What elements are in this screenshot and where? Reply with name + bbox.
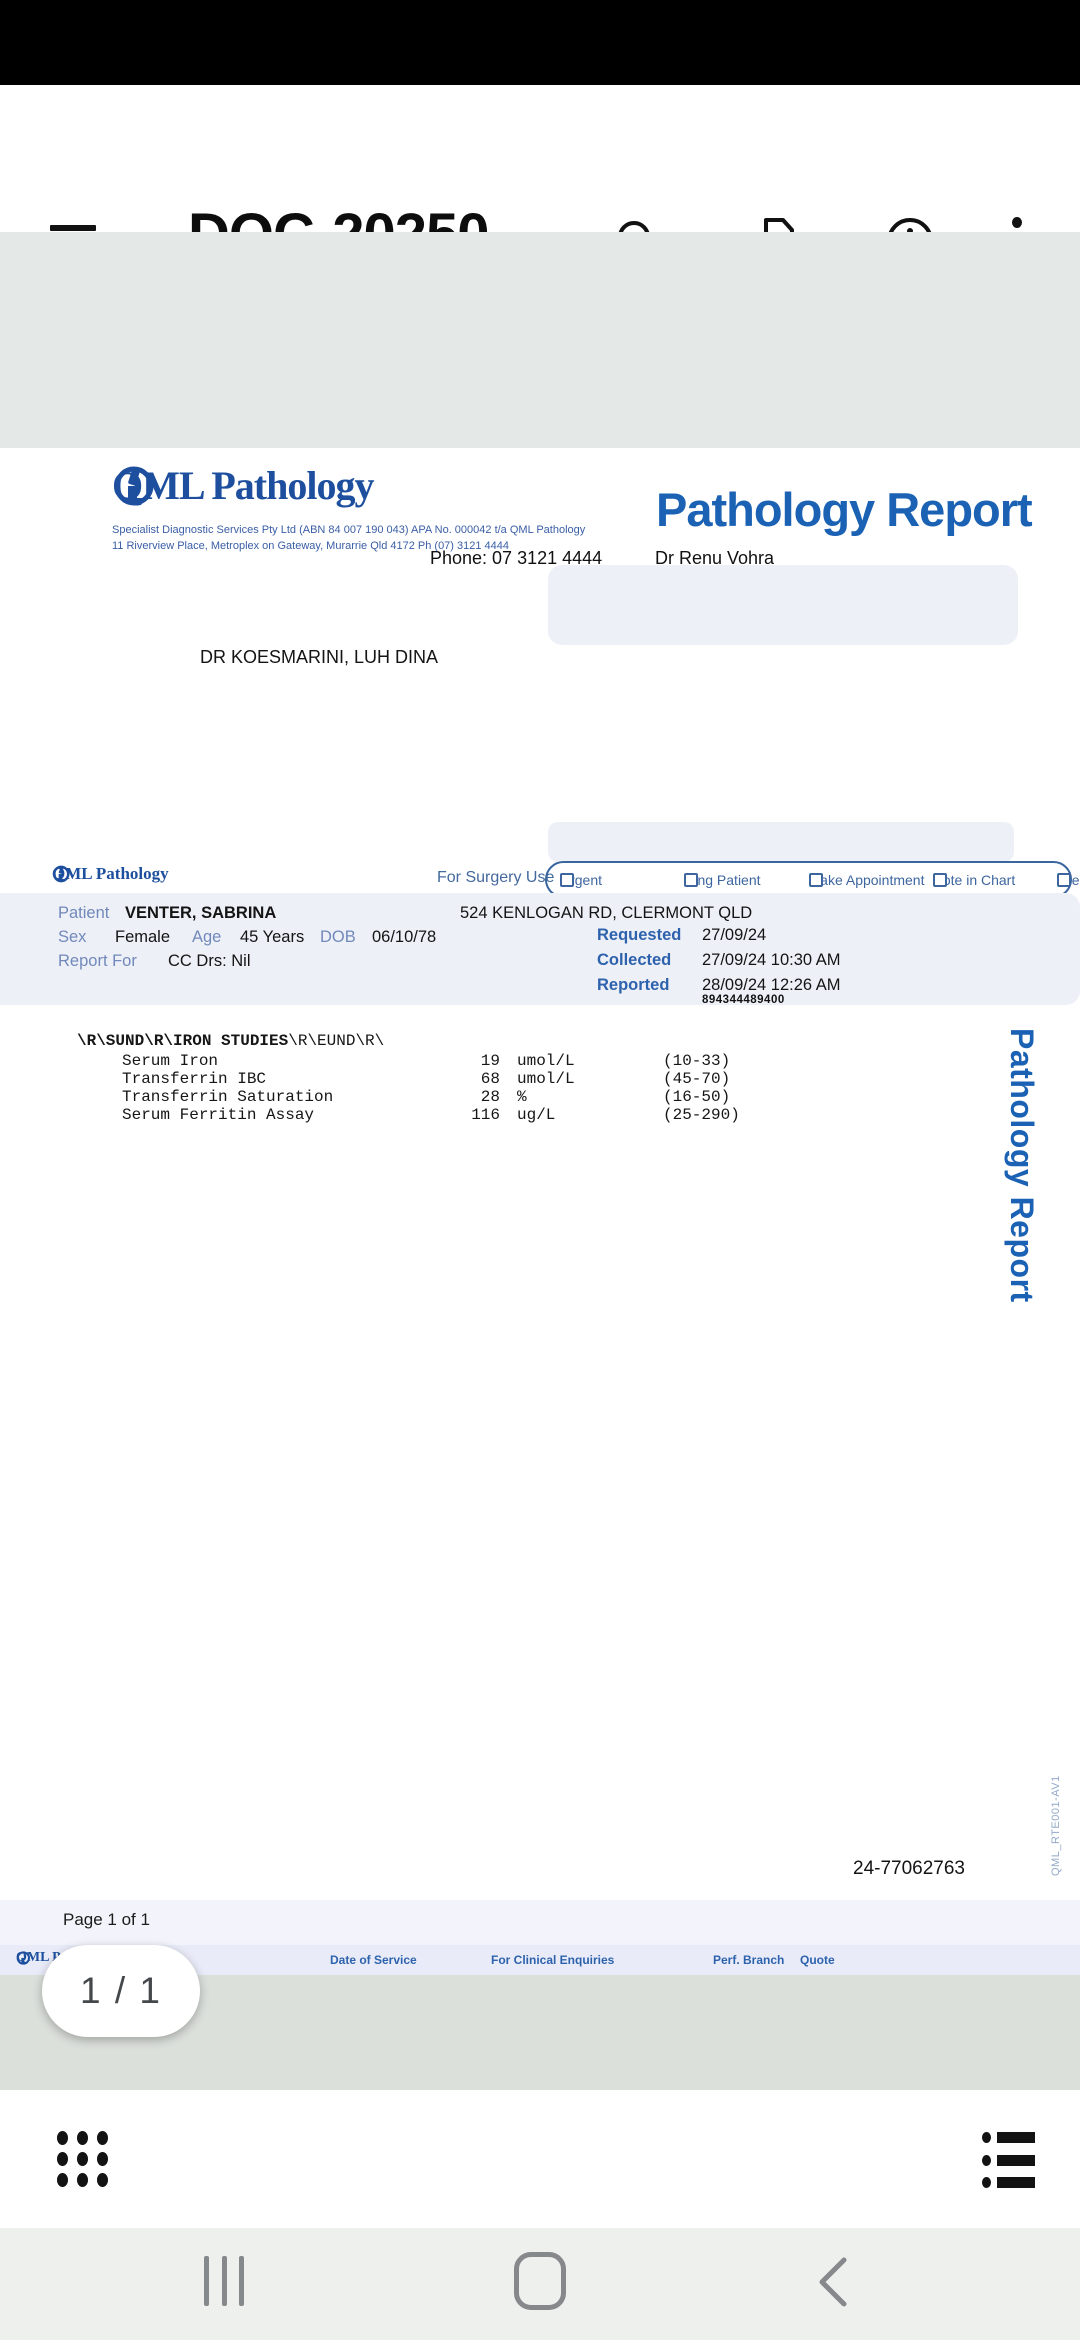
patient-address: 524 KENLOGAN RD, CLERMONT QLD xyxy=(460,904,753,922)
app-bar: DOC-20250... xyxy=(0,85,1080,267)
brand-name-small: QML Pathology xyxy=(52,864,169,883)
report-title: Pathology Report xyxy=(656,483,1033,536)
reported-label: Reported xyxy=(597,976,670,994)
checkbox-icon xyxy=(932,872,947,887)
qml-logo: QML Pathology xyxy=(112,462,374,509)
blank-field-box xyxy=(548,565,1018,645)
qml-logo-small: QML Pathology xyxy=(52,864,169,884)
list-view-icon[interactable] xyxy=(982,2132,1038,2188)
reported-value: 28/09/24 12:26 AM xyxy=(702,976,841,994)
checkbox-icon xyxy=(684,872,699,887)
bottom-toolbar xyxy=(0,2090,1080,2228)
patient-name: VENTER, SABRINA xyxy=(125,904,277,922)
microscope-icon xyxy=(16,1951,30,1965)
dob-label: DOB xyxy=(320,928,356,946)
pdf-page[interactable]: QML Pathology Specialist Diagnostic Serv… xyxy=(0,448,1080,1975)
checkbox-icon xyxy=(808,872,823,887)
surgery-use-label: For Surgery Use xyxy=(437,869,555,886)
sex-value: Female xyxy=(115,928,171,946)
lab-number: 894344489400 xyxy=(702,994,785,1006)
age-value: 45 Years xyxy=(240,928,305,946)
microscope-icon xyxy=(114,466,154,505)
age-label: Age xyxy=(192,928,222,946)
page-indicator: 1 / 1 xyxy=(42,1945,200,2037)
addressee-doctor: DR KOESMARINI, LUH DINA xyxy=(200,647,439,667)
collected-label: Collected xyxy=(597,951,672,969)
report-for-value: CC Drs: Nil xyxy=(168,952,251,970)
result-row: Transferrin Saturation 28% (16-50) xyxy=(122,1088,731,1106)
result-row: Transferrin IBC 68 umol/L (45-70) xyxy=(122,1070,731,1088)
recents-nav-icon[interactable] xyxy=(204,2256,244,2306)
patient-info-band xyxy=(0,893,1080,1005)
report-number: 24-77062763 xyxy=(853,1858,965,1879)
side-label-vertical: Pathology Report xyxy=(1004,1028,1040,1303)
report-for-label: Report For xyxy=(58,952,137,970)
back-nav-icon[interactable] xyxy=(812,2254,852,2310)
result-row: Serum Iron 19 umol/L (10-33) xyxy=(122,1052,731,1070)
brand-name: QML Pathology xyxy=(112,463,374,508)
brand-tagline-2: 11 Riverview Place, Metroplex on Gateway… xyxy=(112,540,510,552)
result-row: Serum Ferritin Assay 116 ug/L (25-290) xyxy=(122,1106,740,1124)
phone-number: Phone: 07 3121 4444 xyxy=(430,548,603,568)
status-bar xyxy=(0,0,1080,85)
microscope-icon xyxy=(52,865,70,883)
requested-label: Requested xyxy=(597,926,682,944)
brand-tagline-1: Specialist Diagnostic Services Pty Ltd (… xyxy=(112,524,586,536)
collected-value: 27/09/24 10:30 AM xyxy=(702,951,841,969)
footer-col-perf-branch: Perf. Branch xyxy=(713,1953,785,1967)
blank-field-box-2 xyxy=(548,822,1014,862)
form-code-vertical: QML_RTE001-AV1 xyxy=(1050,1775,1062,1876)
referring-doctor: Dr Renu Vohra xyxy=(655,548,775,568)
viewer-background-top[interactable] xyxy=(0,232,1080,448)
footer-col-clinical-enquiries: For Clinical Enquiries xyxy=(491,1953,615,1967)
dob-value: 06/10/78 xyxy=(372,928,437,946)
checkbox-icon xyxy=(560,872,574,887)
home-nav-icon[interactable] xyxy=(514,2252,566,2310)
results-heading: \R\SUND\R\IRON STUDIES\R\EUND\R\ xyxy=(77,1032,385,1050)
footer-col-quote: Quote xyxy=(800,1953,835,1967)
footer-col-date-of-service: Date of Service xyxy=(330,1953,417,1967)
checkbox-icon xyxy=(1057,872,1071,887)
page-count-label: Page 1 of 1 xyxy=(63,1910,150,1929)
android-nav-bar xyxy=(0,2228,1080,2340)
sex-label: Sex xyxy=(58,928,87,946)
requested-value: 27/09/24 xyxy=(702,926,767,944)
results-table: Serum Iron 19 umol/L (10-33) Transferrin IB… xyxy=(0,1052,900,1132)
grid-view-icon[interactable] xyxy=(52,2128,112,2190)
patient-label: Patient xyxy=(58,904,110,922)
